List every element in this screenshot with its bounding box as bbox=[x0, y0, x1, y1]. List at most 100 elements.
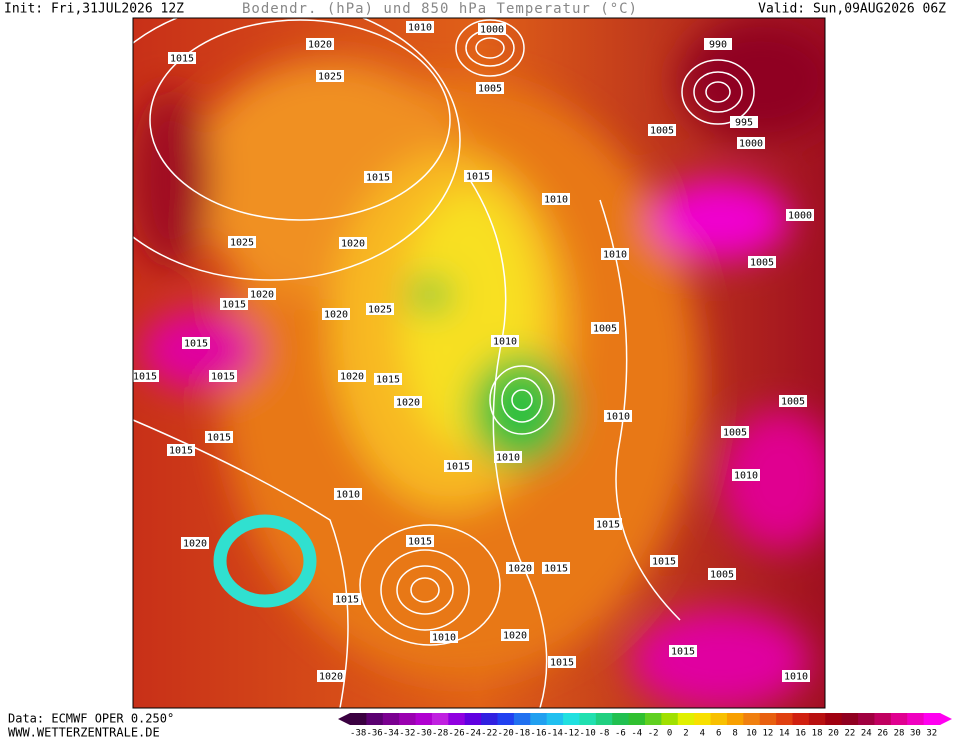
isobar-label-box bbox=[209, 370, 237, 382]
isobar-label: 1000 bbox=[739, 139, 763, 150]
isobar-label: 1015 bbox=[170, 54, 194, 65]
colorbar-segment bbox=[399, 713, 417, 725]
isobar-label-box bbox=[501, 629, 529, 641]
isobar-label: 1015 bbox=[184, 339, 208, 350]
isobar-label-box bbox=[730, 116, 758, 128]
isobar-label-box bbox=[205, 431, 233, 443]
isobar-label-box bbox=[650, 555, 678, 567]
isobar-label-box bbox=[721, 426, 749, 438]
isobar-label-box bbox=[167, 444, 195, 456]
colorbar-segment bbox=[546, 713, 564, 725]
isobar-label: 1010 bbox=[603, 250, 627, 261]
map bbox=[133, 18, 825, 708]
colorbar-label: 12 bbox=[762, 729, 773, 739]
isobar-label-box bbox=[220, 298, 248, 310]
isobar-label-box bbox=[542, 193, 570, 205]
colorbar-segment bbox=[595, 713, 613, 725]
isobar-label-box bbox=[316, 70, 344, 82]
colorbar-segment bbox=[645, 713, 662, 725]
isobar-label: 995 bbox=[735, 118, 753, 129]
isobar-label-box bbox=[648, 124, 676, 136]
isobar-label: 1015 bbox=[133, 372, 157, 383]
map-title: Bodendr. (hPa) und 850 hPa Temperatur (°… bbox=[242, 1, 638, 17]
isobar-label: 1025 bbox=[368, 305, 392, 316]
colorbar-label: -2 bbox=[648, 729, 659, 739]
isobar-label-box bbox=[394, 396, 422, 408]
isobar-label-box bbox=[366, 303, 394, 315]
colorbar-segment bbox=[907, 713, 925, 725]
isobar-label-box bbox=[704, 38, 732, 50]
colorbar-label: 0 bbox=[667, 729, 672, 739]
colorbar-segment bbox=[448, 713, 466, 725]
init-label: Init: Fri,31JUL2026 12Z bbox=[4, 2, 184, 17]
isobar-label: 1015 bbox=[671, 647, 695, 658]
colorbar-label: -8 bbox=[599, 729, 610, 739]
colorbar-label: 2 bbox=[683, 729, 688, 739]
isobar-label-box bbox=[181, 537, 209, 549]
isobar-label: 1015 bbox=[446, 462, 470, 473]
isobar-label: 1005 bbox=[478, 84, 502, 95]
isobar-label: 1015 bbox=[376, 375, 400, 386]
colorbar-arrow-left bbox=[338, 713, 350, 725]
isobar-label: 1005 bbox=[750, 258, 774, 269]
isobar-label-box bbox=[601, 248, 629, 260]
colorbar-segment bbox=[481, 713, 498, 725]
colorbar-segment bbox=[464, 713, 482, 725]
isobar-label: 1005 bbox=[650, 126, 674, 137]
isobar-label: 1010 bbox=[784, 672, 808, 683]
isobar-label: 1010 bbox=[432, 633, 456, 644]
isobar-label-box bbox=[182, 337, 210, 349]
colorbar-label: -10 bbox=[580, 729, 596, 739]
colorbar-label: 30 bbox=[910, 729, 921, 739]
colorbar-label: 6 bbox=[716, 729, 721, 739]
colorbar-label: 18 bbox=[812, 729, 823, 739]
isobar-label-box bbox=[464, 170, 492, 182]
colorbar-segment bbox=[776, 713, 793, 725]
isobar-label: 1015 bbox=[366, 173, 390, 184]
isobar-label: 1020 bbox=[508, 564, 532, 575]
isobar-labels: 1015 1020 1010 1000 1005 1025 990 995 1005 1000 10… bbox=[131, 21, 814, 683]
isobar-label: 990 bbox=[709, 40, 727, 51]
colorbar-segment bbox=[579, 713, 597, 725]
isobar-label: 1000 bbox=[788, 211, 812, 222]
isobar-label-box bbox=[168, 52, 196, 64]
isobar-label: 1015 bbox=[550, 658, 574, 669]
colorbar-segment bbox=[874, 713, 892, 725]
colorbar-label: -28 bbox=[432, 729, 448, 739]
isobar-label: 1015 bbox=[211, 372, 235, 383]
data-source: Data: ECMWF OPER 0.250° bbox=[8, 712, 174, 726]
isobar-label-box bbox=[306, 38, 334, 50]
isobar-label-box bbox=[594, 518, 622, 530]
colorbar-segment bbox=[694, 713, 712, 725]
colorbar-label: -30 bbox=[416, 729, 432, 739]
isobar-label: 1020 bbox=[396, 398, 420, 409]
isobar-label-box bbox=[476, 82, 504, 94]
colorbar-segment bbox=[808, 713, 826, 725]
isobar-label: 1005 bbox=[781, 397, 805, 408]
colorbar-segment bbox=[825, 713, 843, 725]
colorbar-segment bbox=[743, 713, 761, 725]
isobar-label: 1015 bbox=[207, 433, 231, 444]
colorbar-label: -34 bbox=[383, 729, 399, 739]
colorbar-label: -38 bbox=[350, 729, 366, 739]
isobar-label: 1025 bbox=[318, 72, 342, 83]
isobar-label-box bbox=[779, 395, 807, 407]
colorbar-label: 32 bbox=[926, 729, 937, 739]
isobar-label: 1020 bbox=[503, 631, 527, 642]
isobar-label-box bbox=[786, 209, 814, 221]
isobar-label-box bbox=[339, 237, 367, 249]
isobar-label-box bbox=[548, 656, 576, 668]
map-frame bbox=[132, 17, 826, 709]
annotation-circle bbox=[213, 514, 317, 608]
isobar-label: 1015 bbox=[222, 300, 246, 311]
isobar-label-box bbox=[669, 645, 697, 657]
colorbar-label: 26 bbox=[877, 729, 888, 739]
isobar-label: 1020 bbox=[250, 290, 274, 301]
colorbar-label: 22 bbox=[844, 729, 855, 739]
isobar-label: 1015 bbox=[652, 557, 676, 568]
colorbar-segment bbox=[612, 713, 630, 725]
isobar-label: 1015 bbox=[408, 537, 432, 548]
isobar-label: 1005 bbox=[723, 428, 747, 439]
isobar-label: 1010 bbox=[408, 23, 432, 34]
